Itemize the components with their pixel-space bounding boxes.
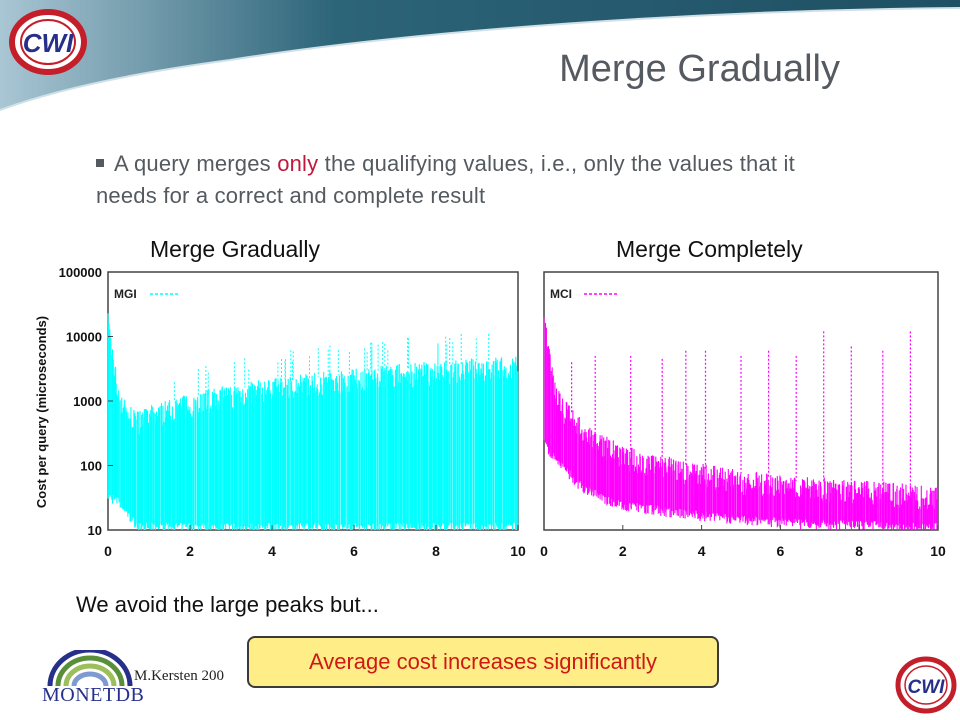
left-chart-title: Merge Gradually <box>150 236 321 262</box>
bullet-point: A query merges only the qualifying value… <box>96 148 856 212</box>
legend-label: MCI <box>550 287 572 301</box>
bullet-square-icon <box>96 159 104 168</box>
x-tick-label: 10 <box>510 543 526 559</box>
y-tick-label: 10000 <box>66 330 102 345</box>
x-tick-label: 4 <box>268 543 276 559</box>
cwi-logo-top: CWI <box>9 9 87 75</box>
header-band <box>0 0 960 111</box>
bullet-text-after: the qualifying values, i.e., only the va… <box>96 151 795 208</box>
footer-author: M.Kersten 200 <box>134 668 224 684</box>
cwi-logo-text: CWI <box>908 677 946 698</box>
y-tick-label: 100 <box>80 459 102 474</box>
cwi-logo-bottom: CWI <box>895 656 957 714</box>
x-tick-label: 4 <box>698 543 706 559</box>
legend-label: MGI <box>114 287 137 301</box>
slide-title: Merge Gradually <box>559 48 840 90</box>
monetdb-logo-icon <box>47 650 133 687</box>
cwi-logo-text: CWI <box>23 28 74 58</box>
x-tick-label: 0 <box>540 543 548 559</box>
x-tick-label: 2 <box>186 543 194 559</box>
y-tick-label: 10 <box>88 523 102 538</box>
bullet-text-before: A query merges <box>114 151 278 176</box>
y-tick-label: 100000 <box>59 265 102 280</box>
x-tick-label: 8 <box>432 543 440 559</box>
x-tick-label: 8 <box>855 543 863 559</box>
x-tick-label: 10 <box>930 543 946 559</box>
x-tick-label: 2 <box>619 543 627 559</box>
bullet-highlight: only <box>277 151 319 176</box>
x-tick-label: 6 <box>350 543 358 559</box>
x-tick-label: 6 <box>777 543 785 559</box>
y-axis-label: Cost per query (microseconds) <box>34 316 49 508</box>
chart-merge-gradually: Cost per query (microseconds) 1010010001… <box>34 265 526 559</box>
x-tick-label: 0 <box>104 543 112 559</box>
note-text: We avoid the large peaks but... <box>76 592 379 617</box>
monetdb-logo-text: MONETDB <box>42 684 145 706</box>
callout-box: Average cost increases significantly <box>247 636 719 688</box>
chart-merge-completely: 0 2 4 6 8 10 MCI <box>540 271 946 559</box>
y-tick-label: 1000 <box>73 394 102 409</box>
right-chart-title: Merge Completely <box>616 236 803 262</box>
